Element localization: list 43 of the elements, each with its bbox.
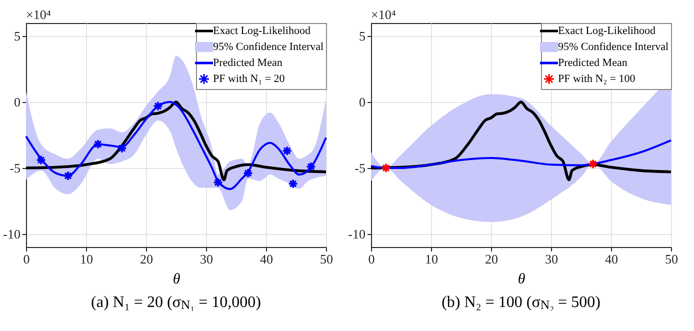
point [288, 178, 298, 189]
legend-label: PF with N₂ = 100 [558, 73, 636, 85]
legend-label: Exact Log-Likelihood [213, 25, 311, 37]
legend-label: Exact Log-Likelihood [558, 25, 656, 37]
legend-label: Predicted Mean [558, 57, 628, 69]
y-tick-label: -10 [3, 226, 20, 242]
y-tick-label: 5 [359, 28, 366, 44]
y-tick-label: -5 [10, 160, 20, 176]
text: ×10⁴ [371, 7, 396, 22]
point [242, 168, 254, 178]
x-axis-title: θ [518, 272, 526, 288]
point [306, 162, 316, 172]
text: (a) N₁ = 20 (σ$_{N₁}$ = 10,000) [91, 294, 261, 312]
x-tick-label: 20 [140, 252, 153, 266]
x-tick-label: 50 [665, 252, 678, 266]
x-tick-label: 50 [320, 252, 333, 266]
text: (b) N₂ = 100 (σ$_{N₂}$ = 500) [442, 294, 600, 312]
point [36, 154, 46, 166]
point [62, 170, 74, 181]
x-tick-label: 30 [200, 252, 213, 266]
line-series [370, 139, 672, 169]
legend-label: PF with N₁ = 20 [213, 73, 286, 85]
point [212, 177, 224, 188]
legend-label: Predicted Mean [213, 57, 283, 69]
point [116, 143, 128, 154]
y-tick-label: 0 [359, 94, 366, 110]
x-tick-label: 20 [485, 252, 498, 266]
point [152, 100, 164, 112]
text: ×10⁴ [26, 7, 52, 22]
x-axis-title: θ [172, 272, 181, 288]
point [282, 146, 292, 156]
x-tick-label: 10 [425, 252, 438, 266]
point [92, 139, 104, 150]
x-tick-label: 10 [80, 252, 93, 266]
y-tick-label: -10 [348, 226, 366, 242]
x-tick-label: 30 [545, 252, 558, 266]
x-tick-label: 40 [260, 252, 273, 266]
annotation: 95% Confidence Interval [213, 41, 324, 53]
y-tick-label: 0 [14, 94, 20, 110]
y-tick-label: 5 [14, 28, 20, 44]
y-tick-label: -5 [354, 160, 366, 176]
x-tick-label: 40 [605, 252, 618, 266]
annotation: 95% Confidence Interval [558, 41, 669, 53]
